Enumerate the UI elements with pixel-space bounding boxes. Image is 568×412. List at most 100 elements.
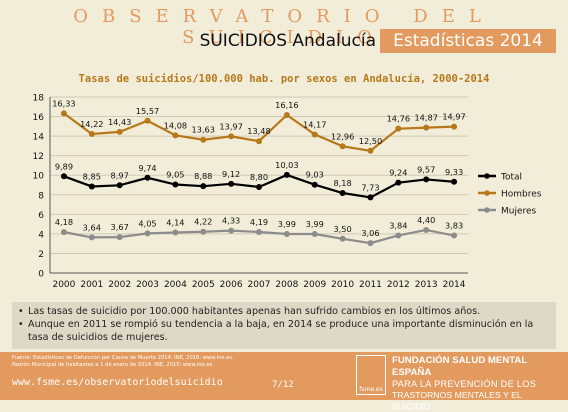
data-label: 8,18 [333, 178, 351, 188]
data-point [367, 147, 374, 154]
data-label: 3,99 [306, 219, 324, 229]
data-label: 12,50 [359, 136, 382, 146]
data-point [423, 176, 430, 183]
data-point [451, 123, 458, 130]
data-point [339, 190, 346, 197]
notes-box: Las tasas de suicidio por 100.000 habita… [12, 302, 556, 349]
y-tick-label: 12 [33, 152, 44, 162]
data-point [367, 240, 374, 247]
data-point [200, 183, 207, 190]
data-label: 15,57 [136, 106, 159, 116]
data-point [88, 130, 95, 137]
subtitle-statistics-badge: Estadísticas 2014 [380, 29, 556, 53]
organization-name: FUNDACIÓN SALUD MENTAL ESPAÑA PARA LA PR… [392, 355, 562, 412]
subtitle-row: SUICIDIOS Andalucía Estadísticas 2014 [0, 29, 568, 53]
data-label: 3,67 [111, 222, 129, 232]
data-point [256, 138, 262, 145]
data-label: 9,89 [55, 161, 73, 171]
x-tick-label: 2014 [443, 280, 466, 290]
legend-marker [484, 173, 490, 179]
data-label: 9,57 [417, 164, 435, 174]
data-label: 8,80 [250, 172, 268, 182]
subtitle-region: SUICIDIOS Andalucía [199, 31, 376, 51]
x-tick-label: 2007 [248, 280, 271, 290]
data-label: 4,05 [138, 218, 156, 228]
data-point [200, 228, 207, 235]
data-point [116, 234, 123, 241]
chart-title: Tasas de suicidios/100.000 hab. por sexo… [78, 73, 490, 85]
source-citation: Fuente: Estadísticas de Defunción por Ca… [12, 355, 332, 369]
data-label: 8,97 [111, 170, 129, 180]
y-tick-label: 10 [33, 172, 45, 182]
x-tick-label: 2013 [415, 280, 438, 290]
data-point [283, 230, 290, 237]
data-label: 14,76 [387, 114, 410, 124]
data-point [423, 124, 430, 131]
legend-label: Hombres [501, 190, 542, 200]
x-tick-label: 2005 [192, 280, 215, 290]
data-point [256, 183, 262, 190]
legend-label: Total [500, 173, 522, 183]
data-point [200, 136, 207, 143]
data-point [395, 125, 402, 132]
legend-marker [484, 190, 490, 196]
data-label: 14,22 [80, 119, 103, 129]
data-point [116, 128, 123, 135]
note-item: Aunque en 2011 se rompió su tendencia a … [18, 318, 550, 344]
data-label: 16,16 [275, 100, 298, 110]
data-point [339, 143, 346, 150]
data-label: 3,83 [445, 221, 463, 231]
data-label: 9,33 [445, 167, 463, 177]
data-label: 8,88 [194, 171, 212, 181]
data-point [283, 171, 290, 178]
data-label: 9,12 [222, 169, 240, 179]
website-link[interactable]: www.fsme.es/observatoriodelsuicidio [12, 377, 223, 388]
data-label: 14,97 [442, 112, 465, 122]
data-label: 10,03 [275, 160, 298, 170]
data-label: 4,14 [166, 218, 184, 228]
data-label: 3,64 [83, 222, 101, 232]
y-tick-label: 14 [33, 133, 45, 143]
data-label: 13,48 [247, 126, 270, 136]
data-point [60, 229, 67, 236]
data-label: 4,19 [250, 217, 268, 227]
x-tick-label: 2004 [164, 280, 187, 290]
data-label: 3,50 [333, 224, 351, 234]
data-point [451, 178, 458, 185]
data-point [172, 181, 179, 188]
org-line: FUNDACIÓN SALUD MENTAL ESPAÑA [392, 355, 528, 378]
fsme-logo: fsme.es [356, 355, 386, 395]
x-tick-label: 2003 [136, 280, 159, 290]
data-point [144, 174, 151, 181]
data-point [144, 230, 151, 237]
x-tick-label: 2009 [303, 280, 326, 290]
data-point [116, 182, 123, 189]
x-tick-label: 2008 [275, 280, 298, 290]
legend-label: Mujeres [501, 207, 537, 217]
data-label: 3,06 [361, 228, 379, 238]
data-label: 7,73 [361, 182, 379, 192]
y-tick-label: 2 [38, 250, 44, 260]
y-tick-label: 18 [33, 94, 45, 104]
x-tick-label: 2000 [52, 280, 75, 290]
data-point [60, 110, 67, 117]
data-point [367, 194, 374, 201]
data-label: 8,85 [83, 171, 101, 181]
data-label: 9,03 [306, 170, 324, 180]
y-tick-label: 0 [38, 270, 44, 280]
data-point [88, 234, 95, 241]
x-tick-label: 2001 [80, 280, 103, 290]
data-point [60, 173, 67, 180]
source-line: Fuente: Estadísticas de Defunción por Ca… [12, 355, 234, 361]
footer: Fuente: Estadísticas de Defunción por Ca… [0, 352, 568, 411]
data-label: 9,05 [166, 170, 184, 180]
org-line: TRASTORNOS MENTALES Y EL SUICIDIO [392, 390, 522, 411]
source-line: Padrón Municipal de habitantes a 1 de en… [12, 362, 214, 368]
y-tick-label: 4 [38, 230, 44, 240]
data-label: 4,40 [417, 215, 435, 225]
data-label: 9,24 [389, 168, 407, 178]
data-point [228, 227, 235, 234]
data-label: 4,33 [222, 216, 240, 226]
data-label: 4,18 [55, 217, 73, 227]
suicide-rate-line-chart: 0 2 4 6 8 10 12 14 16 18 2000 2001 2002 2003 2004 2005 2… [33, 94, 542, 291]
